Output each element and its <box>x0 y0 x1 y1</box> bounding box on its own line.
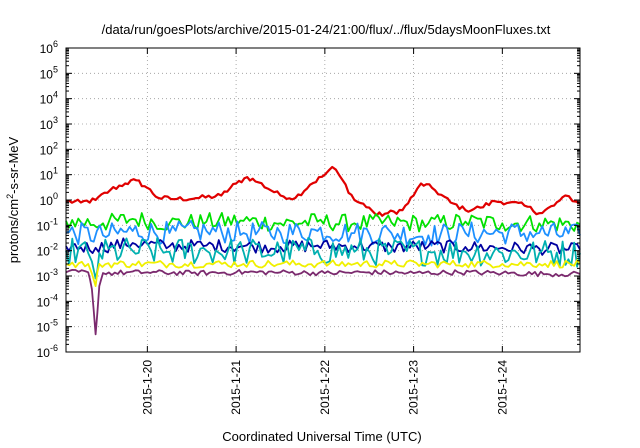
y-tick-label: 10-5 <box>37 318 58 335</box>
y-tick-base: 10 <box>37 219 51 233</box>
series-line-1 <box>65 165 581 217</box>
y-tick-base: 10 <box>40 143 54 157</box>
y-tick-exponent: 5 <box>53 64 58 74</box>
y-tick-exponent: -5 <box>50 318 58 328</box>
y-tick-label: 10-1 <box>37 216 58 233</box>
y-tick-label: 10-4 <box>37 292 58 309</box>
y-tick-base: 10 <box>37 346 51 360</box>
x-tick-label: 2015-1-22 <box>318 360 332 415</box>
y-axis-label-post: -s-sr-MeV <box>6 136 21 193</box>
y-tick-label: 103 <box>40 115 58 132</box>
y-tick-exponent: 2 <box>53 140 58 150</box>
y-axis: 10-610-510-410-310-210-11001011021031041… <box>37 39 580 360</box>
y-tick-exponent: -2 <box>50 242 58 252</box>
y-tick-label: 101 <box>40 166 58 183</box>
y-tick-exponent: 4 <box>53 90 58 100</box>
y-tick-base: 10 <box>37 245 51 259</box>
y-tick-label: 10-3 <box>37 267 58 284</box>
y-tick-label: 100 <box>40 191 58 208</box>
x-tick-label: 2015-1-23 <box>407 360 421 415</box>
y-tick-exponent: 3 <box>53 115 58 125</box>
x-axis: 2015-1-20 2015-1-21 2015-1-22 2015-1-23 2015… <box>140 48 509 415</box>
series-layer <box>65 165 581 336</box>
y-tick-label: 10-2 <box>37 242 58 259</box>
y-tick-base: 10 <box>40 169 54 183</box>
y-tick-label: 104 <box>40 90 58 107</box>
y-tick-base: 10 <box>37 270 51 284</box>
series-line-3 <box>65 219 581 247</box>
y-tick-base: 10 <box>40 93 54 107</box>
x-tick-label: 2015-1-24 <box>495 360 509 415</box>
x-tick-label: 2015-1-20 <box>140 360 154 415</box>
grid <box>66 48 580 352</box>
y-tick-label: 102 <box>40 140 58 157</box>
x-axis-label: Coordinated Universal Time (UTC) <box>222 429 421 444</box>
y-tick-exponent: -3 <box>50 267 58 277</box>
y-tick-base: 10 <box>37 321 51 335</box>
y-tick-exponent: 6 <box>53 39 58 49</box>
y-tick-label: 106 <box>40 39 58 56</box>
y-tick-exponent: 1 <box>53 166 58 176</box>
y-tick-label: 10-6 <box>37 343 58 360</box>
y-tick-base: 10 <box>40 118 54 132</box>
y-axis-label-sup: 2 <box>5 194 15 199</box>
y-tick-exponent: -1 <box>50 216 58 226</box>
y-axis-label: protons/cm2-s-sr-MeV <box>5 136 21 263</box>
series-line-7 <box>65 269 581 336</box>
series-line-6 <box>65 259 581 287</box>
y-tick-exponent: -4 <box>50 292 58 302</box>
chart-title: /data/run/goesPlots/archive/2015-01-24/2… <box>102 22 551 37</box>
y-tick-base: 10 <box>40 67 54 81</box>
x-tick-label: 2015-1-21 <box>229 360 243 415</box>
y-tick-base: 10 <box>37 295 51 309</box>
y-tick-base: 10 <box>40 42 54 56</box>
y-axis-label-pre: protons/cm <box>6 199 21 263</box>
y-tick-base: 10 <box>40 194 54 208</box>
y-tick-exponent: -6 <box>50 343 58 353</box>
y-tick-label: 105 <box>40 64 58 81</box>
series-line-2 <box>65 212 581 233</box>
y-tick-exponent: 0 <box>53 191 58 201</box>
